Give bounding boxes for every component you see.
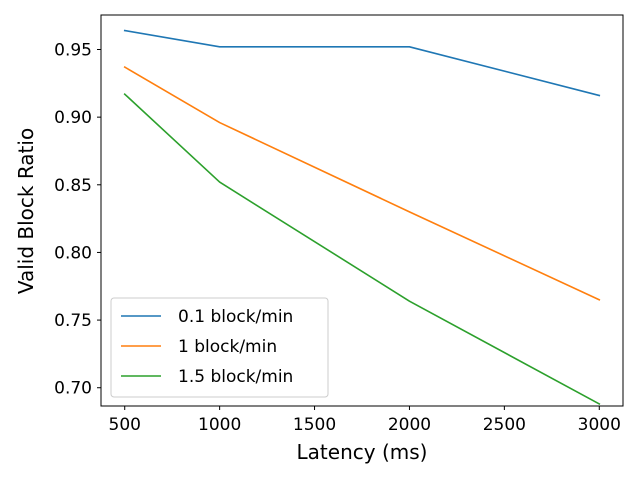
legend-label-2: 1.5 block/min <box>178 367 293 387</box>
series-line-1 <box>123 65 601 301</box>
series-lines <box>123 29 601 406</box>
y-tick-label: 0.70 <box>54 379 92 399</box>
y-tick-label: 0.75 <box>54 311 92 331</box>
y-tick-label: 0.85 <box>54 176 92 196</box>
series-line-2 <box>123 93 601 406</box>
x-tick-label: 500 <box>109 415 141 435</box>
legend: 0.1 block/min 1 block/min 1.5 block/min <box>110 297 329 398</box>
legend-label-0: 0.1 block/min <box>178 307 293 327</box>
y-tick-label: 0.90 <box>54 108 92 128</box>
x-tick-label: 2000 <box>388 415 431 435</box>
legend-box <box>110 297 329 398</box>
y-axis-label: Valid Block Ratio <box>14 128 38 294</box>
y-axis-ticks: 0.70 0.75 0.80 0.85 0.90 0.95 <box>54 41 101 399</box>
plot-frame <box>100 14 624 407</box>
y-tick-label: 0.80 <box>54 243 92 263</box>
x-tick-label: 2500 <box>483 415 526 435</box>
x-tick-label: 1000 <box>198 415 241 435</box>
x-axis-ticks: 500 1000 1500 2000 2500 3000 <box>109 406 621 435</box>
legend-entries: 0.1 block/min 1 block/min 1.5 block/min <box>121 307 293 387</box>
x-axis-label: Latency (ms) <box>297 440 428 464</box>
legend-label-1: 1 block/min <box>178 337 277 357</box>
x-tick-label: 3000 <box>578 415 621 435</box>
y-tick-label: 0.95 <box>54 41 92 61</box>
series-line-0 <box>123 29 601 97</box>
x-tick-label: 1500 <box>293 415 336 435</box>
